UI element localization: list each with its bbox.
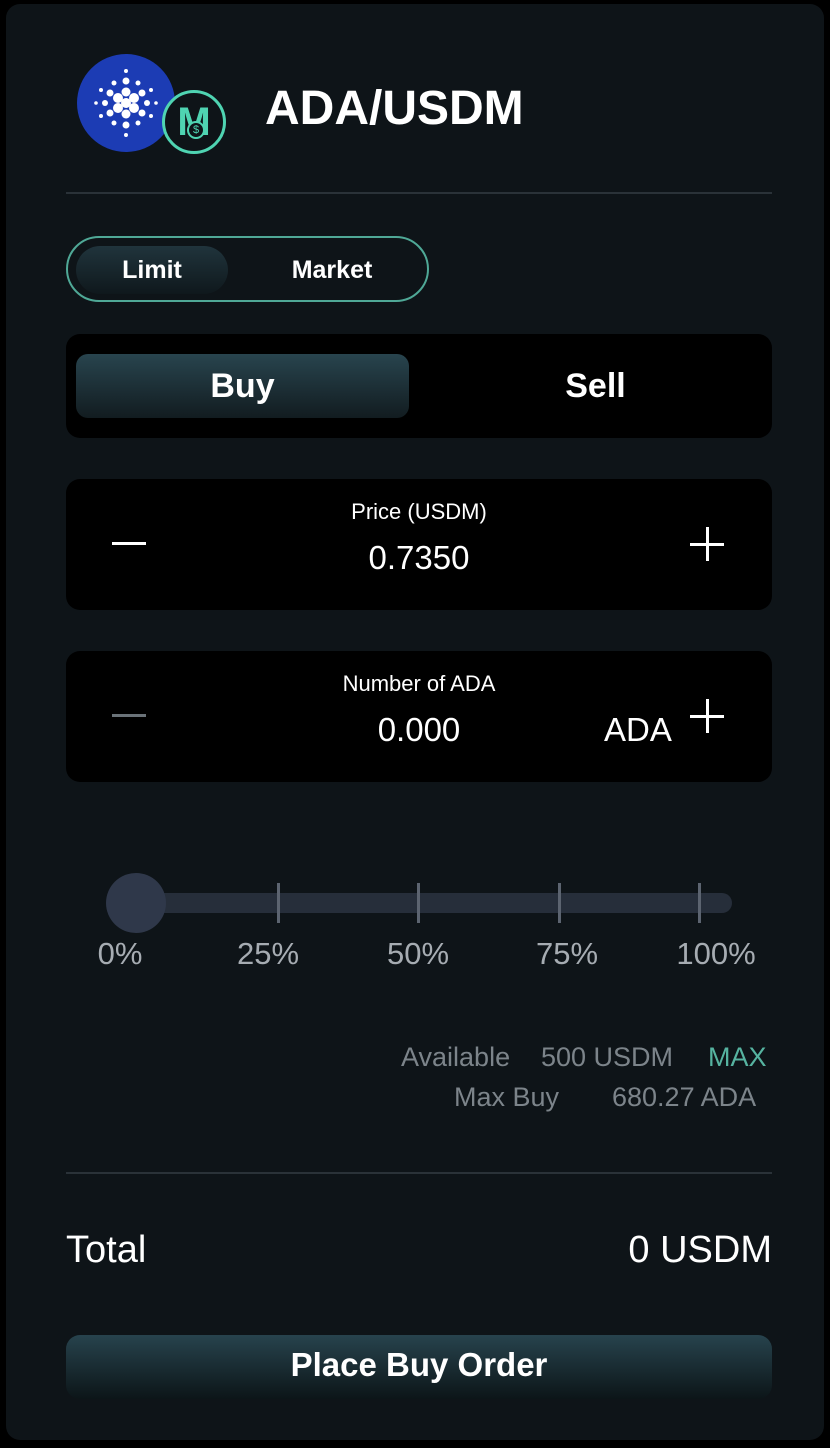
amount-decrement-button[interactable] <box>110 696 150 736</box>
order-type-market-tab[interactable]: Market <box>291 256 373 284</box>
amount-increment-button[interactable] <box>688 697 728 737</box>
price-increment-button[interactable] <box>688 525 728 565</box>
max-buy-label: Max Buy <box>454 1082 560 1112</box>
minus-icon <box>112 714 146 717</box>
slider-label-50[interactable]: 50% <box>386 936 450 971</box>
total-divider <box>66 1172 772 1174</box>
order-type-limit-tab[interactable]: Limit <box>76 246 228 294</box>
slider-tick-100 <box>698 883 701 923</box>
order-type-toggle: Limit Market <box>66 236 429 302</box>
slider-label-75[interactable]: 75% <box>535 936 599 971</box>
price-decrement-button[interactable] <box>110 524 150 564</box>
slider-tick-75 <box>558 883 561 923</box>
available-value: 500 USDM <box>541 1042 674 1072</box>
place-buy-order-button[interactable]: Place Buy Order <box>66 1335 772 1399</box>
slider-label-100[interactable]: 100% <box>676 936 756 971</box>
total-label: Total <box>66 1229 147 1271</box>
pair-title: ADA/USDM <box>265 82 524 135</box>
slider-tick-50 <box>417 883 420 923</box>
price-label: Price (USDM) <box>351 499 487 524</box>
percent-slider-track[interactable] <box>110 883 732 923</box>
slider-thumb[interactable] <box>106 873 166 933</box>
available-label: Available <box>401 1042 511 1072</box>
max-buy-value: 680.27 ADA <box>612 1082 757 1112</box>
total-value: 0 USDM <box>628 1229 772 1271</box>
sell-tab[interactable]: Sell <box>565 367 626 405</box>
amount-stepper: Number of ADA 0.000 ADA <box>66 651 772 782</box>
slider-label-0[interactable]: 0% <box>97 936 143 971</box>
buy-tab[interactable]: Buy <box>76 354 409 418</box>
side-selector: Buy Sell <box>66 334 772 438</box>
usdm-logo-icon: M $ <box>162 90 226 154</box>
slider-label-25[interactable]: 25% <box>236 936 300 971</box>
price-stepper: Price (USDM) 0.7350 <box>66 479 772 610</box>
plus-icon <box>706 527 709 561</box>
slider-tick-25 <box>277 883 280 923</box>
dollar-icon: $ <box>187 121 205 139</box>
cardano-logo-icon <box>77 54 175 152</box>
minus-icon <box>112 542 146 545</box>
amount-input[interactable]: 0.000 <box>377 711 461 748</box>
amount-unit: ADA <box>604 711 672 748</box>
header-divider <box>66 192 772 194</box>
amount-label: Number of ADA <box>342 671 496 696</box>
max-button[interactable]: MAX <box>708 1042 767 1072</box>
price-input[interactable]: 0.7350 <box>368 539 470 576</box>
plus-icon <box>706 699 709 733</box>
